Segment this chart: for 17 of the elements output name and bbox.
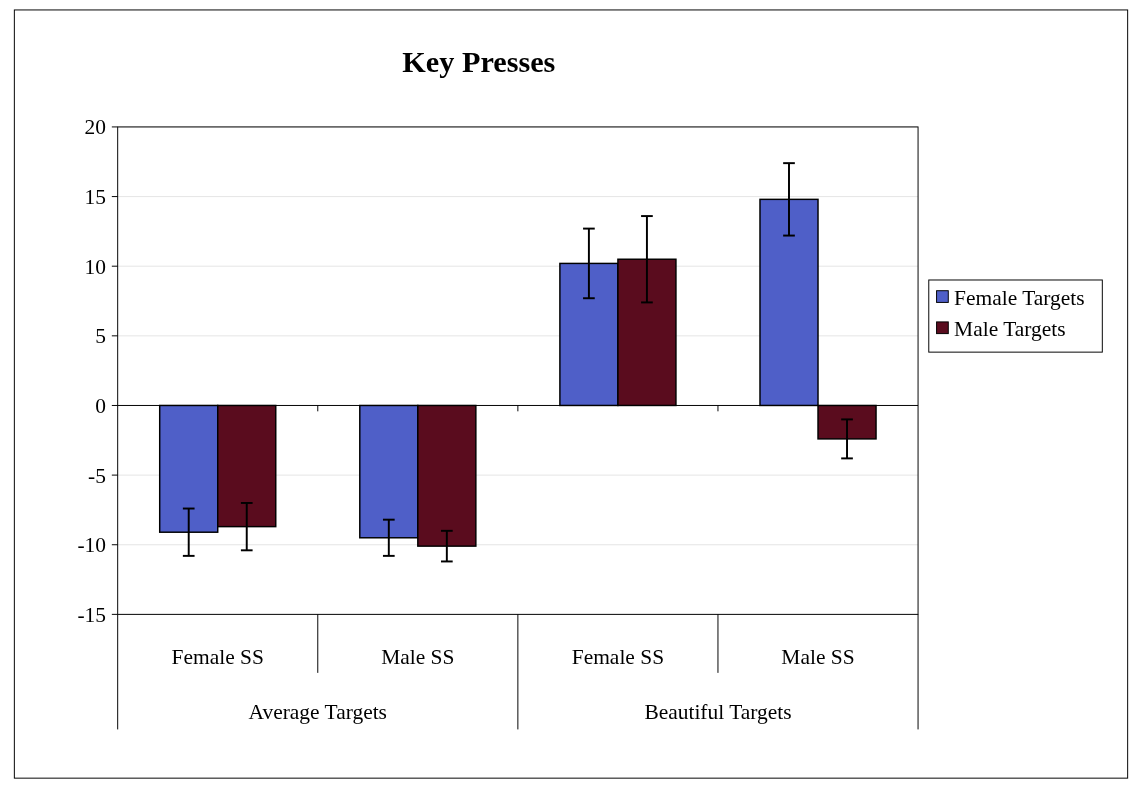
legend-label: Female Targets: [954, 286, 1085, 311]
y-tick-label: -15: [77, 602, 106, 627]
x-tick-label: Female SS: [171, 645, 264, 670]
y-tick-label: 20: [84, 115, 106, 140]
x-tick-label: Male SS: [381, 645, 455, 670]
y-tick-label: 10: [84, 254, 106, 279]
legend-label: Male Targets: [954, 317, 1066, 342]
x-tick-label: Female SS: [571, 645, 665, 670]
x-tick-label: Male SS: [781, 645, 855, 670]
y-tick-label: 5: [95, 324, 106, 349]
text: Average Targets: [248, 699, 387, 724]
y-tick-label: 0: [95, 393, 106, 418]
chart-title: Key Presses: [402, 45, 556, 80]
y-tick-label: 15: [84, 185, 106, 210]
y-tick-label: -5: [88, 463, 106, 488]
text: Beautiful Targets: [644, 699, 792, 724]
y-tick-label: -10: [77, 533, 106, 558]
